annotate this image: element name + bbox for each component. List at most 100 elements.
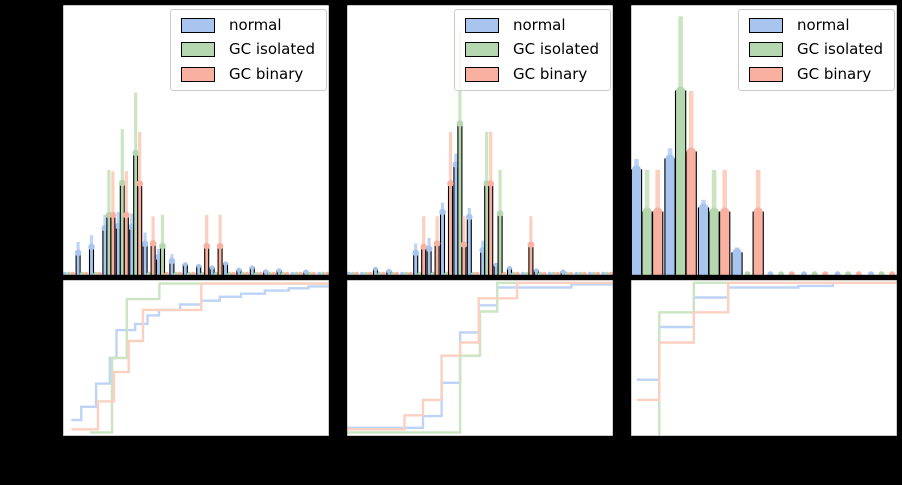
marker-dot [493, 262, 499, 268]
marker-dot [109, 211, 117, 219]
hist-bar [685, 151, 697, 276]
hist-bar [447, 182, 454, 276]
cdf-plot-1 [62, 279, 330, 437]
marker-dot [159, 242, 166, 250]
marker-dot [425, 245, 433, 253]
legend-item-gc-binary: GC binary [748, 64, 883, 83]
marker-dot [420, 243, 427, 251]
marker-dot [642, 207, 652, 217]
marker-dot [223, 261, 228, 267]
legend-swatch-gc-isolated [748, 42, 783, 58]
legend-item-normal: normal [464, 16, 599, 34]
marker-dot [487, 180, 494, 187]
axes-frame [630, 4, 898, 276]
marker-dot [507, 266, 512, 271]
marker-dot [236, 267, 242, 273]
hist-bar [439, 211, 446, 276]
hist-bar [75, 252, 81, 276]
cdf-step-line [636, 281, 897, 381]
cdf-step-line [347, 281, 613, 431]
legend-label: normal [228, 16, 282, 34]
legend-item-normal: normal [748, 16, 883, 34]
hist-bar [421, 246, 427, 276]
marker-dot [386, 268, 392, 274]
legend-item-gc-binary: GC binary [464, 64, 599, 83]
marker-dot [182, 262, 188, 267]
legend-swatch-normal [464, 18, 499, 34]
marker-dot [533, 268, 539, 273]
marker-dot [466, 213, 473, 221]
hist-bar [106, 214, 112, 276]
cdf-step-line [658, 281, 897, 436]
legend-swatch-normal [748, 18, 783, 34]
legend-label: normal [512, 16, 566, 34]
cdf-panel-right [630, 279, 898, 437]
hist-bar [752, 211, 764, 276]
hist-bar [453, 163, 459, 276]
legend-label: GC isolated [512, 40, 599, 59]
legend-label: GC isolated [228, 40, 315, 59]
hist-bar [434, 242, 440, 276]
marker-dot [439, 208, 446, 216]
hist-bar [115, 225, 121, 276]
marker-dot [149, 240, 157, 247]
marker-dot [119, 179, 126, 187]
legend-swatch-gc-binary [748, 66, 783, 82]
cdf-step-line [90, 282, 329, 434]
hist-bar [119, 182, 125, 276]
hist-bar [466, 216, 472, 276]
hist-bar [150, 242, 156, 276]
cdf-step-line [347, 283, 613, 430]
legend: normal GC isolated GC binary [737, 9, 895, 91]
axes-frame [630, 279, 898, 437]
marker-dot [74, 249, 82, 257]
marker-dot [460, 241, 468, 248]
marker-dot [373, 266, 378, 272]
hist-bar [129, 226, 135, 276]
legend: normal GC isolated GC binary [453, 9, 611, 91]
marker-dot [665, 154, 675, 164]
hist-bar [142, 243, 148, 276]
cdf-plot-2 [346, 279, 614, 437]
hist-bar [719, 211, 731, 276]
hist-bar [697, 207, 710, 276]
marker-dot [433, 240, 441, 247]
axes-frame [62, 4, 330, 276]
histogram-panel-left: normal GC isolated GC binary [62, 4, 330, 276]
hist-bar [528, 244, 534, 276]
marker-dot [203, 242, 210, 250]
marker-dot [698, 203, 709, 213]
histogram-panel-middle: normal GC isolated GC binary [346, 4, 614, 276]
legend-label: GC binary [512, 64, 588, 83]
marker-dot [123, 211, 130, 219]
hist-bar [664, 158, 676, 276]
marker-dot [732, 248, 742, 258]
marker-dot [676, 86, 686, 96]
marker-dot [168, 257, 176, 265]
hist-bar [480, 249, 486, 276]
marker-dot [447, 180, 454, 187]
legend-swatch-gc-binary [180, 66, 215, 82]
marker-dot [686, 147, 696, 157]
marker-dot [88, 243, 95, 251]
cdf-panel-left [62, 279, 330, 437]
cdf-panel-middle [346, 279, 614, 437]
hist-bar [88, 246, 95, 276]
legend-label: GC binary [796, 64, 872, 83]
axes-frame [62, 279, 330, 437]
hist-bar [426, 248, 432, 276]
marker-dot [303, 269, 309, 275]
legend-item-normal: normal [180, 16, 315, 34]
legend-label: GC isolated [796, 40, 883, 59]
cdf-step-line [71, 285, 329, 422]
cdf-step-line [347, 281, 613, 434]
marker-dot [753, 207, 763, 217]
marker-dot [263, 269, 269, 274]
marker-dot [631, 165, 642, 175]
hist-bar [110, 214, 116, 276]
hist-bar [708, 211, 720, 276]
marker-dot [560, 269, 566, 275]
hist-bar [641, 211, 653, 276]
marker-dot [412, 249, 419, 257]
